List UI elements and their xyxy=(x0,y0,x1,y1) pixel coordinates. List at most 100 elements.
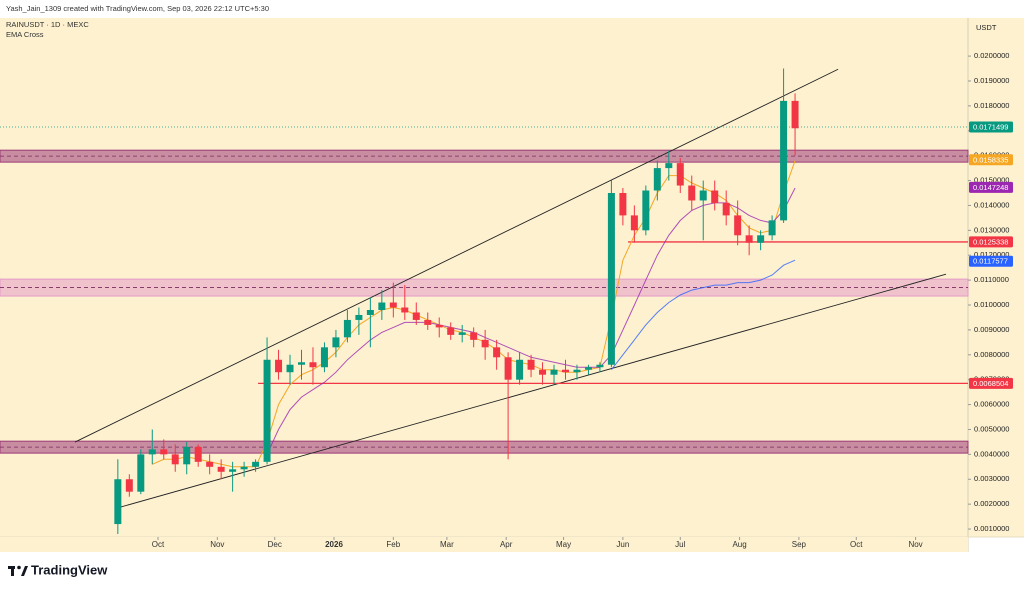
candle-body xyxy=(343,319,351,338)
candle-body xyxy=(263,359,271,462)
y-tick-label: 0.0020000 xyxy=(974,499,1009,508)
candle-body xyxy=(114,479,122,525)
x-tick-label: Apr xyxy=(500,540,513,549)
candle-body xyxy=(320,347,328,368)
candle-body xyxy=(584,367,592,370)
y-tick-label: 0.0140000 xyxy=(974,200,1009,209)
y-tick-label: 0.0050000 xyxy=(974,424,1009,433)
candle-body xyxy=(768,220,776,236)
plot-background xyxy=(0,18,968,537)
y-tick-label: 0.0200000 xyxy=(974,51,1009,60)
candle-body xyxy=(630,215,638,231)
candle-body xyxy=(160,449,168,455)
y-tick-label: 0.0040000 xyxy=(974,449,1009,458)
time-axis-background xyxy=(0,537,968,552)
candle-body xyxy=(791,100,799,129)
candle-body xyxy=(711,190,719,203)
y-tick-label: 0.0130000 xyxy=(974,225,1009,234)
candle-body xyxy=(607,192,615,365)
candle-body xyxy=(780,100,788,221)
candle-body xyxy=(688,185,696,201)
y-tick-label: 0.0150000 xyxy=(974,176,1009,185)
candle-body xyxy=(596,364,604,368)
price-badge-label: 0.0171499 xyxy=(973,123,1008,132)
y-tick-label: 0.0180000 xyxy=(974,101,1009,110)
candle-body xyxy=(676,163,684,186)
price-badge-label: 0.0117577 xyxy=(973,257,1008,266)
candle-body xyxy=(424,319,432,325)
brand: TradingView xyxy=(31,562,108,577)
candle-body xyxy=(183,446,191,465)
price-badge xyxy=(969,377,1013,389)
x-tick-label: Dec xyxy=(268,540,282,549)
candle-body xyxy=(137,454,145,492)
ema-line xyxy=(611,259,796,371)
trendline xyxy=(74,68,839,443)
price-badge xyxy=(969,255,1013,267)
candle-body xyxy=(757,235,765,243)
candle-body xyxy=(550,369,558,375)
candle-body xyxy=(148,449,156,455)
x-tick-label: Jul xyxy=(675,540,685,549)
candle-body xyxy=(458,332,466,335)
price-badge xyxy=(969,121,1013,133)
price-badge-label: 0.0068504 xyxy=(973,379,1008,388)
candle-body xyxy=(229,469,237,472)
candle-body xyxy=(378,302,386,310)
price-axis-background xyxy=(968,18,1024,537)
y-tick-label: 0.0010000 xyxy=(974,524,1009,533)
candle-body xyxy=(435,324,443,328)
candle-body xyxy=(171,454,179,465)
candle-body xyxy=(355,314,363,320)
y-tick-label: 0.0110000 xyxy=(974,275,1009,284)
candle-body xyxy=(516,359,524,380)
candle-body xyxy=(470,332,478,340)
x-tick-label: Jun xyxy=(616,540,629,549)
candle-body xyxy=(504,357,512,380)
credit: Yash_Jain_1309 created with TradingView.… xyxy=(6,4,269,13)
price-badge-label: 0.0125338 xyxy=(973,237,1008,246)
price-badge xyxy=(969,236,1013,248)
candle-body xyxy=(447,327,455,335)
candle-body xyxy=(619,192,627,216)
candle-body xyxy=(481,339,489,348)
candle-body xyxy=(699,190,707,201)
candle-body xyxy=(206,461,214,467)
candle-body xyxy=(240,466,248,470)
candle-body xyxy=(275,359,283,373)
x-tick-label: Nov xyxy=(908,540,922,549)
price-badge-label: 0.0158335 xyxy=(973,155,1008,164)
x-tick-label: Aug xyxy=(732,540,746,549)
candle-body xyxy=(642,190,650,231)
candle-body xyxy=(332,337,340,348)
chart-title: RAINUSDT · 1D · MEXC xyxy=(6,20,89,29)
candle-body xyxy=(194,446,202,462)
y-tick-label: 0.0100000 xyxy=(974,300,1009,309)
candle-body xyxy=(722,202,730,216)
candle-body xyxy=(561,369,569,373)
y-tick-label: 0.0190000 xyxy=(974,76,1009,85)
candle-body xyxy=(217,466,225,472)
y-tick-label: 0.0080000 xyxy=(974,350,1009,359)
x-tick-label: May xyxy=(556,540,571,549)
x-tick-label: Mar xyxy=(440,540,454,549)
brand-logo xyxy=(8,565,28,576)
x-tick-label: Sep xyxy=(792,540,807,549)
candle-body xyxy=(297,362,305,365)
y-tick-label: 0.0060000 xyxy=(974,400,1009,409)
candle-body xyxy=(493,347,501,358)
candle-body xyxy=(745,235,753,243)
axes: 0.0010000 0.0020000 0.0030000 0.0040000 0.00… xyxy=(152,51,1013,549)
candle-body xyxy=(309,362,317,368)
candle-body xyxy=(401,307,409,313)
candle-body xyxy=(527,359,535,370)
candle-body xyxy=(252,461,260,467)
x-tick-label: 2026 xyxy=(325,540,343,549)
candle-body xyxy=(412,312,420,320)
axis-unit: USDT xyxy=(976,23,997,32)
x-tick-label: Feb xyxy=(386,540,400,549)
price-badge xyxy=(969,154,1013,166)
candle-body xyxy=(366,309,374,315)
